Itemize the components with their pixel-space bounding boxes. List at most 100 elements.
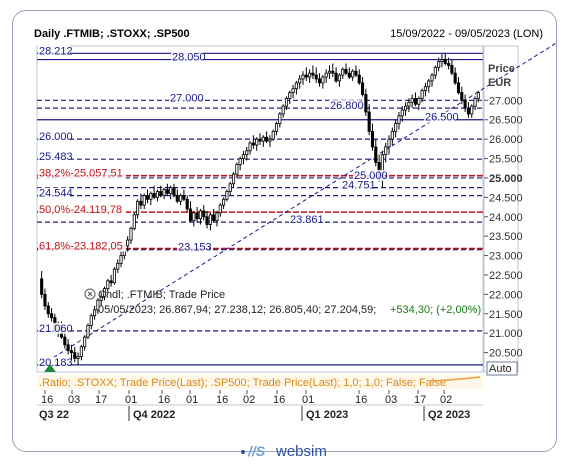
- x-tick-label: 17: [95, 394, 107, 406]
- candle-body-up: [410, 97, 414, 103]
- candle-body-up: [407, 101, 411, 107]
- candle-body-up: [231, 173, 236, 185]
- level-label: 24.544: [39, 188, 73, 200]
- candle-body-up: [132, 214, 136, 229]
- x-tick-label: 16: [216, 394, 228, 406]
- x-tick-label: 17: [414, 394, 426, 406]
- candle: [466, 102, 470, 118]
- candle: [76, 352, 80, 365]
- candle-body-up: [79, 346, 83, 357]
- price-axis[interactable]: [483, 45, 519, 373]
- candle-body-up: [241, 154, 246, 159]
- candle-body-up: [149, 193, 153, 200]
- candle-body-up: [142, 195, 146, 206]
- candle-body-down: [43, 293, 47, 307]
- candle: [374, 139, 378, 167]
- level-label: 25.000: [354, 170, 388, 182]
- candle-body-down: [50, 313, 54, 319]
- candle-body-down: [374, 146, 378, 163]
- y-tick-label: 24.000: [489, 212, 523, 224]
- candle: [175, 189, 179, 204]
- level-label: 23.861: [290, 214, 324, 226]
- level-label: 28.050: [172, 52, 206, 64]
- period-label: Q4 2022: [133, 409, 175, 421]
- candle: [271, 129, 275, 142]
- candle-body-down: [360, 82, 365, 95]
- candle: [453, 67, 457, 85]
- level-label-bg: [38, 151, 70, 163]
- candle: [245, 146, 249, 161]
- auto-button-label[interactable]: Auto: [489, 363, 512, 375]
- auto-button[interactable]: [486, 361, 518, 376]
- ratio-series-line: [429, 376, 481, 382]
- candle: [102, 286, 107, 301]
- candle-body-up: [420, 90, 424, 99]
- candle-body-down: [195, 212, 199, 220]
- candle-body-down: [265, 136, 269, 142]
- candle: [433, 65, 437, 79]
- period-label: Q1 2023: [306, 409, 348, 421]
- candle-body-up: [89, 315, 93, 326]
- candle: [165, 183, 169, 196]
- period-label: Q2 2023: [428, 409, 470, 421]
- y-tick-label: 26.000: [489, 134, 523, 146]
- candle: [311, 65, 315, 79]
- candle: [281, 104, 285, 118]
- candle-body-down: [66, 344, 70, 352]
- candle-body-up: [327, 70, 332, 74]
- time-axis[interactable]: [37, 390, 518, 422]
- candle: [50, 307, 54, 322]
- candle-body-down: [304, 74, 308, 78]
- candle: [397, 111, 401, 130]
- candle-body-down: [175, 195, 179, 202]
- candle-body-up: [222, 198, 226, 206]
- fib-label-bg: [38, 167, 126, 179]
- candle-body-down: [172, 187, 176, 196]
- candle-body-up: [294, 82, 298, 90]
- candle-body-down: [46, 305, 50, 315]
- candle-body-up: [278, 113, 282, 125]
- candle: [66, 339, 70, 355]
- x-tick-label: 01: [186, 394, 198, 406]
- candle-body-down: [370, 130, 375, 148]
- candle-body-down: [331, 70, 335, 74]
- x-tick-label: 01: [125, 394, 137, 406]
- x-tick-label: 16: [41, 394, 53, 406]
- candle: [231, 172, 236, 188]
- level-label: 27.000: [170, 92, 204, 104]
- candle-body-up: [321, 76, 325, 84]
- candle: [96, 298, 100, 314]
- level-label-bg: [38, 131, 70, 143]
- candle: [83, 335, 87, 351]
- candle: [129, 226, 133, 244]
- level-label: 26.000: [39, 131, 73, 143]
- candle: [344, 63, 348, 76]
- candle-body-up: [288, 92, 292, 99]
- candle: [360, 77, 365, 97]
- candle: [225, 189, 229, 202]
- period-label: Q3 22: [39, 409, 69, 421]
- candle-body-up: [268, 138, 272, 142]
- candle-body-up: [473, 97, 477, 107]
- candle-body-down: [460, 92, 464, 101]
- candle: [185, 195, 189, 213]
- candle: [99, 292, 103, 307]
- candle: [364, 88, 368, 116]
- candle: [473, 96, 477, 111]
- candle-body-down: [205, 216, 209, 225]
- candle: [294, 80, 298, 95]
- candle: [202, 205, 206, 221]
- candle-body-down: [456, 82, 461, 93]
- candle-body-up: [397, 115, 401, 125]
- level-label-bg: [38, 356, 70, 368]
- level-label-bg: [38, 187, 70, 199]
- candle: [443, 53, 447, 66]
- candle: [251, 135, 255, 149]
- candle-body-down: [367, 111, 371, 132]
- candle: [40, 271, 44, 299]
- candle-body-up: [76, 356, 80, 359]
- candle: [317, 73, 322, 87]
- candle-body-up: [387, 138, 391, 148]
- candle-body-up: [112, 268, 116, 284]
